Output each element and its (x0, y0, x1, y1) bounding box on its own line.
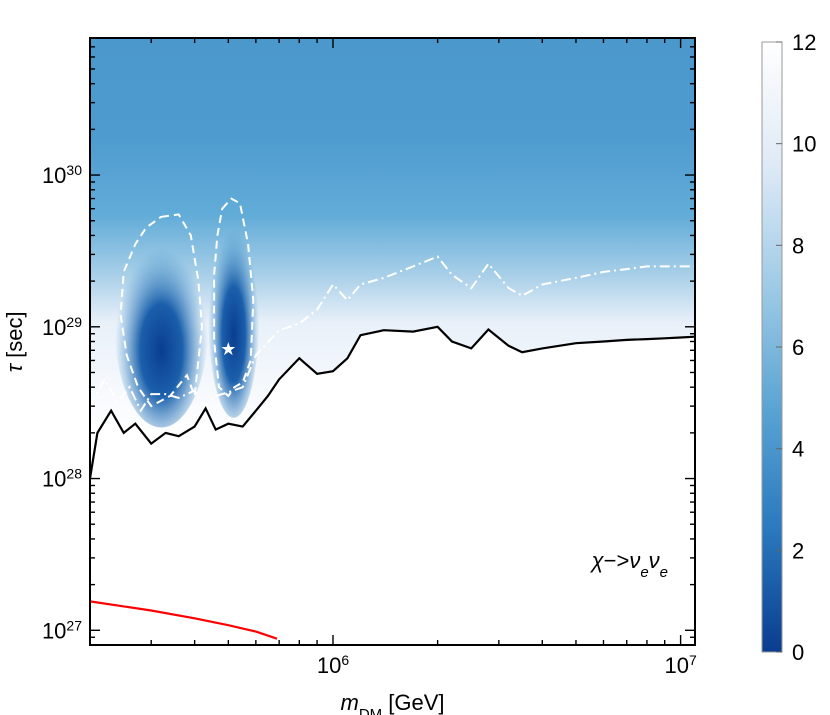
y-tick-label: 1028 (42, 466, 82, 492)
best-fit-star-marker: ★ (220, 339, 236, 359)
dashdot-limit-curve (90, 255, 695, 413)
unitarity-bound-curve (90, 600, 278, 640)
heatmap-low-region-1 (114, 223, 209, 428)
x-tick-label: 106 (317, 652, 349, 678)
solid-limit-curve (90, 325, 695, 479)
dashed-contour-2 (213, 197, 255, 398)
colorbar-tick-label: 4 (792, 437, 804, 462)
axis-ticks (89, 37, 695, 646)
colorbar-tick-label: 8 (792, 233, 804, 258)
y-tick-label: 1030 (42, 162, 82, 188)
x-tick-label: 107 (664, 652, 696, 678)
x-axis-label: mDM [GeV] (340, 690, 444, 715)
decay-channel-annotation: χ−>νeνe (590, 548, 668, 581)
colorbar-tick-label: 12 (792, 30, 816, 55)
y-axis-label: τ [sec] (2, 311, 27, 372)
colorbar: 0 2 4 6 8 10 12 (761, 30, 816, 665)
y-tick-label: 1027 (42, 617, 82, 643)
axis-tick-labels: 106 107 1027 1028 1029 1030 (42, 162, 697, 678)
colorbar-tick-label: 6 (792, 335, 804, 360)
colorbar-tick-label: 2 (792, 538, 804, 563)
colorbar-ticks: 0 2 4 6 8 10 12 (776, 30, 816, 665)
colorbar-tick-label: 0 (792, 640, 804, 665)
heatmap-fill (90, 38, 695, 433)
dashed-contour-1 (119, 213, 204, 408)
y-tick-label: 1029 (42, 314, 82, 340)
heatmap-low-region-2 (208, 208, 260, 418)
colorbar-tick-label: 10 (792, 132, 816, 157)
